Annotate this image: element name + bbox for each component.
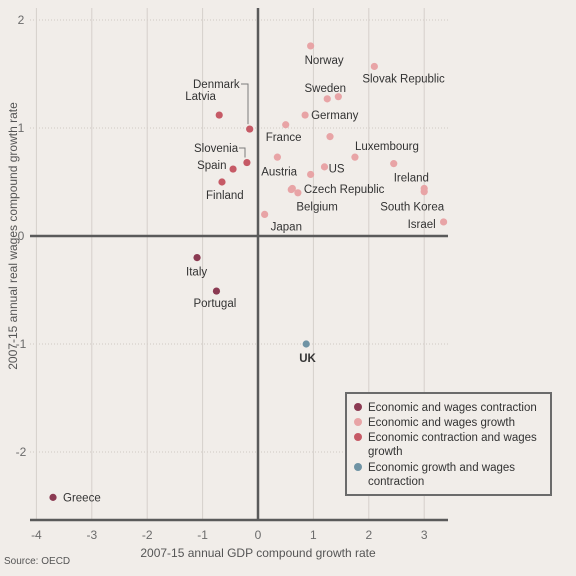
data-point [370, 62, 378, 71]
x-axis-title: 2007-15 annual GDP compound growth rate [140, 546, 376, 560]
source-note: Source: OECD [4, 556, 70, 567]
point-label: Spain [197, 160, 226, 172]
point-label: France [266, 132, 302, 144]
x-tick-label: -4 [31, 528, 42, 542]
x-tick-label: -3 [86, 528, 97, 542]
data-point [323, 95, 331, 103]
data-point [261, 210, 269, 218]
data-point [302, 340, 310, 348]
point-label: Belgium [296, 201, 338, 213]
data-point [439, 218, 448, 226]
legend-entry: Economic and wages contraction [368, 402, 537, 414]
point-label: Czech Republic [304, 184, 385, 196]
point-label: Austria [261, 167, 297, 179]
data-point [420, 184, 428, 193]
data-point [212, 287, 221, 295]
axes [30, 8, 448, 522]
data-point [218, 178, 226, 186]
point-label: Sweden [304, 83, 346, 95]
point-label: Norway [305, 55, 344, 67]
point-label: Portugal [193, 298, 236, 310]
data-point [320, 163, 329, 171]
leader-line [239, 147, 246, 158]
data-point [351, 153, 359, 161]
y-axis-title: 2007-15 annual real wages compound growt… [6, 102, 20, 370]
legend-marker [354, 433, 362, 441]
x-tick-label: 3 [421, 528, 428, 542]
x-tick-label: 2 [365, 528, 372, 542]
point-label: Japan [271, 221, 302, 233]
leader-line [241, 83, 249, 125]
data-point [193, 254, 201, 262]
legend: Economic and wages contraction Economic … [345, 392, 552, 496]
y-tick-label: 0 [18, 229, 25, 243]
legend-entry: Economic and wages growth [368, 417, 515, 429]
legend-marker [354, 418, 362, 426]
tick-labels: -4 -3 -2 -1 0 1 2 3 -2 -1 0 1 2 [16, 13, 428, 542]
data-point [390, 160, 398, 168]
point-label: Denmark [193, 79, 240, 91]
point-label: Israel [408, 219, 436, 231]
data-point [273, 153, 281, 161]
point-label: Slovenia [194, 143, 239, 155]
legend-entry: Economic contraction and wages growth [368, 432, 537, 458]
point-label: Greece [63, 492, 101, 504]
data-point [307, 170, 315, 179]
legend-entry: Economic growth and wages contraction [368, 462, 515, 488]
point-label: Ireland [394, 173, 429, 185]
point-label: Finland [206, 190, 244, 202]
data-point [246, 125, 254, 133]
legend-marker [354, 463, 362, 471]
y-tick-label: -1 [16, 337, 27, 351]
point-label: South Korea [380, 202, 445, 214]
point-label: Luxembourg [355, 141, 419, 153]
legend-marker [354, 403, 362, 411]
x-tick-label: -2 [142, 528, 153, 542]
y-tick-label: 1 [18, 121, 25, 135]
data-point [243, 158, 251, 167]
point-label: Germany [311, 110, 359, 122]
data-point [282, 121, 290, 129]
legend-box [345, 392, 552, 496]
y-tick-label: 2 [18, 13, 25, 27]
x-tick-label: 0 [255, 528, 262, 542]
leader-lines [239, 83, 249, 158]
point-label: UK [299, 353, 316, 365]
point-label: Latvia [185, 91, 216, 103]
data-point [229, 165, 237, 173]
data-point [326, 133, 334, 141]
data-point [215, 111, 223, 119]
data-point [49, 493, 57, 501]
data-point [334, 93, 342, 101]
y-tick-label: -2 [16, 445, 27, 459]
data-point [301, 111, 309, 119]
data-point [307, 42, 315, 50]
data-point [288, 184, 296, 193]
x-tick-label: -1 [197, 528, 208, 542]
point-labels: Norway Slovak Republic Sweden Germany France… [63, 55, 445, 504]
point-label: Slovak Republic [362, 73, 445, 85]
data-points [49, 42, 448, 501]
point-label: Italy [186, 267, 207, 279]
x-tick-label: 1 [310, 528, 317, 542]
point-label: US [329, 163, 345, 175]
data-point [294, 189, 302, 197]
